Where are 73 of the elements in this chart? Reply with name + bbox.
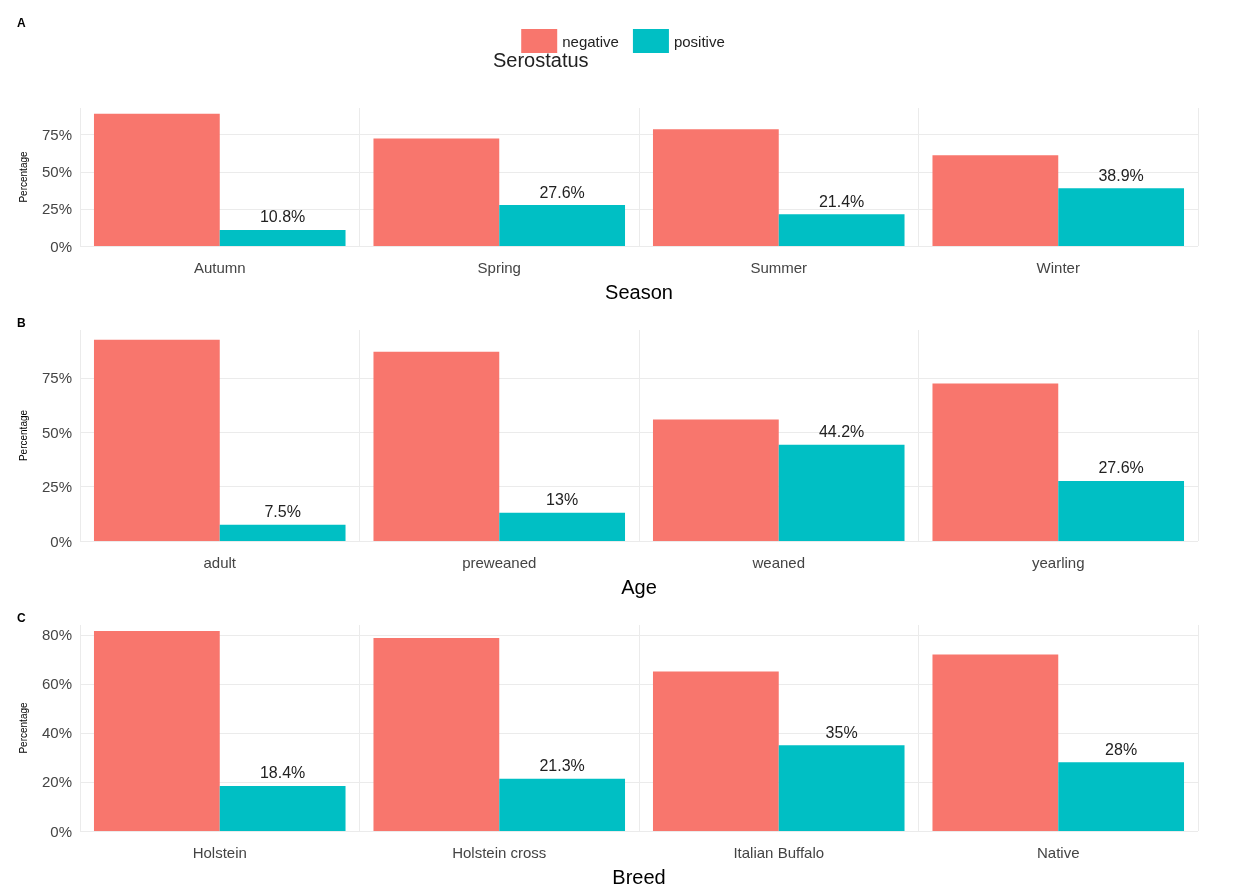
data-label: 10.8% xyxy=(259,208,306,226)
y-tick-label: 0% xyxy=(50,822,72,840)
bar xyxy=(219,524,346,541)
bar xyxy=(93,113,220,246)
x-tick-label: Holstein cross xyxy=(452,844,547,861)
data-label: 27.6% xyxy=(1098,459,1144,477)
bar xyxy=(373,638,500,831)
data-label: 28% xyxy=(1105,740,1138,758)
y-tick-label: 50% xyxy=(41,423,72,441)
data-label: 13% xyxy=(546,491,579,509)
chart-title: B xyxy=(17,316,26,330)
bar xyxy=(932,654,1059,831)
data-label: 38.9% xyxy=(1098,166,1144,184)
bar xyxy=(373,138,500,246)
legend-label: negative xyxy=(562,32,619,50)
y-tick-label: 0% xyxy=(50,532,72,550)
bar xyxy=(1058,762,1185,831)
x-tick-label: Italian Buffalo xyxy=(733,844,825,861)
bar xyxy=(219,229,346,246)
bar xyxy=(93,339,220,541)
x-tick-label: Summer xyxy=(750,259,808,276)
x-axis-title: Age xyxy=(621,576,657,598)
x-tick-label: Winter xyxy=(1036,259,1080,276)
bar xyxy=(219,785,346,831)
y-tick-label: 75% xyxy=(41,369,72,387)
bar xyxy=(373,351,500,541)
bar xyxy=(652,671,779,831)
bar xyxy=(778,214,905,246)
y-tick-label: 0% xyxy=(50,237,72,255)
x-axis-title: Breed xyxy=(612,866,666,888)
chart-title: C xyxy=(17,611,26,625)
x-tick-label: adult xyxy=(203,554,237,571)
y-axis-title: Percentage xyxy=(17,409,29,462)
data-label: 27.6% xyxy=(539,183,585,201)
bar xyxy=(1058,480,1185,541)
y-tick-label: 75% xyxy=(41,126,72,144)
bar xyxy=(652,419,779,541)
legend-title: Serostatus xyxy=(493,49,589,71)
bar xyxy=(778,745,905,831)
x-tick-label: Native xyxy=(1036,844,1080,861)
y-tick-label: 50% xyxy=(41,163,72,181)
data-label: 18.4% xyxy=(259,764,306,782)
y-tick-label: 80% xyxy=(41,626,72,644)
bar xyxy=(93,630,220,831)
x-axis-title: Season xyxy=(605,281,673,303)
bar xyxy=(652,129,779,246)
y-tick-label: 20% xyxy=(41,773,72,791)
bar xyxy=(778,444,905,541)
data-label: 35% xyxy=(825,723,858,741)
x-tick-label: weaned xyxy=(751,554,806,571)
x-tick-label: preweaned xyxy=(462,554,537,571)
x-tick-label: Autumn xyxy=(193,259,246,276)
bar xyxy=(499,778,626,831)
data-label: 7.5% xyxy=(264,503,301,521)
x-tick-label: Spring xyxy=(477,259,521,276)
y-axis-title: Percentage xyxy=(17,701,29,754)
chart-title: A xyxy=(17,16,26,30)
y-tick-label: 25% xyxy=(41,478,72,496)
data-label: 44.2% xyxy=(818,423,865,441)
y-tick-label: 60% xyxy=(41,675,72,693)
y-tick-label: 40% xyxy=(41,724,72,742)
bar xyxy=(932,155,1059,246)
bar xyxy=(932,383,1059,541)
x-tick-label: yearling xyxy=(1031,554,1085,571)
data-label: 21.3% xyxy=(539,757,585,775)
y-tick-label: 25% xyxy=(41,200,72,218)
legend-label: positive xyxy=(673,32,725,50)
x-tick-label: Holstein xyxy=(192,844,247,861)
bar xyxy=(1058,188,1185,246)
data-label: 21.4% xyxy=(818,192,865,210)
y-axis-title: Percentage xyxy=(17,150,29,203)
bar xyxy=(499,512,626,541)
bar xyxy=(499,205,626,246)
